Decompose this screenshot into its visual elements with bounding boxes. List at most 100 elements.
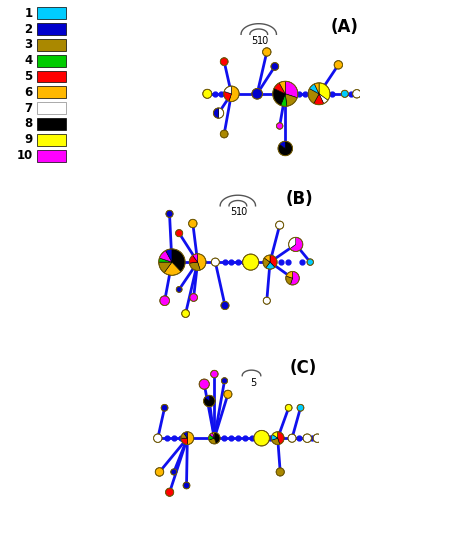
- Wedge shape: [166, 210, 173, 218]
- Wedge shape: [224, 92, 231, 101]
- Bar: [36, 118, 66, 130]
- Wedge shape: [288, 434, 296, 442]
- Bar: [36, 8, 66, 19]
- Text: 3: 3: [25, 39, 33, 51]
- Bar: [36, 86, 66, 98]
- Wedge shape: [203, 90, 212, 98]
- Wedge shape: [263, 297, 270, 304]
- Text: 5: 5: [230, 207, 237, 218]
- Text: 5: 5: [24, 70, 33, 83]
- Wedge shape: [341, 90, 348, 98]
- Text: 10: 10: [257, 36, 269, 46]
- Text: (A): (A): [330, 18, 358, 36]
- Wedge shape: [160, 296, 170, 306]
- Wedge shape: [319, 83, 330, 100]
- Wedge shape: [297, 404, 304, 411]
- Wedge shape: [353, 90, 361, 98]
- Wedge shape: [276, 123, 283, 129]
- Wedge shape: [189, 262, 200, 271]
- Wedge shape: [313, 434, 321, 442]
- Wedge shape: [272, 438, 280, 444]
- Wedge shape: [220, 130, 228, 138]
- Wedge shape: [183, 432, 187, 438]
- Text: 5: 5: [250, 378, 256, 388]
- Text: 7: 7: [25, 102, 33, 115]
- Wedge shape: [176, 287, 182, 292]
- Wedge shape: [273, 88, 285, 106]
- Wedge shape: [165, 488, 173, 496]
- Wedge shape: [276, 468, 284, 476]
- Bar: [36, 150, 66, 161]
- Wedge shape: [280, 141, 285, 148]
- Text: 5: 5: [251, 36, 257, 46]
- Wedge shape: [172, 249, 185, 272]
- Wedge shape: [165, 249, 172, 262]
- Wedge shape: [220, 58, 228, 65]
- Wedge shape: [307, 259, 313, 265]
- Wedge shape: [193, 254, 198, 262]
- Wedge shape: [213, 108, 219, 118]
- Wedge shape: [308, 88, 319, 103]
- Wedge shape: [221, 378, 228, 384]
- Bar: [36, 71, 66, 83]
- Text: 1: 1: [25, 7, 33, 20]
- Wedge shape: [263, 48, 271, 56]
- Wedge shape: [290, 237, 303, 251]
- Wedge shape: [209, 438, 216, 444]
- Wedge shape: [210, 433, 214, 438]
- Wedge shape: [271, 434, 278, 440]
- Wedge shape: [243, 254, 259, 270]
- Wedge shape: [219, 108, 224, 118]
- Wedge shape: [224, 86, 231, 94]
- Bar: [36, 134, 66, 146]
- Wedge shape: [278, 141, 292, 155]
- Wedge shape: [334, 61, 343, 69]
- Wedge shape: [291, 271, 299, 285]
- Wedge shape: [198, 254, 206, 270]
- Wedge shape: [181, 438, 187, 444]
- Wedge shape: [159, 258, 172, 262]
- Wedge shape: [203, 395, 215, 407]
- Wedge shape: [190, 294, 198, 301]
- Wedge shape: [154, 434, 162, 442]
- Text: 10: 10: [236, 207, 248, 218]
- Wedge shape: [252, 88, 263, 99]
- Wedge shape: [205, 395, 210, 401]
- Wedge shape: [187, 432, 194, 444]
- Wedge shape: [159, 262, 172, 273]
- Wedge shape: [286, 271, 292, 278]
- Text: 6: 6: [24, 86, 33, 99]
- Wedge shape: [279, 81, 285, 94]
- Wedge shape: [159, 250, 172, 262]
- Wedge shape: [266, 262, 275, 269]
- Wedge shape: [161, 404, 168, 411]
- Wedge shape: [271, 63, 279, 70]
- Wedge shape: [224, 390, 232, 398]
- Bar: [36, 39, 66, 51]
- Wedge shape: [209, 435, 214, 440]
- Wedge shape: [181, 433, 187, 438]
- Wedge shape: [189, 219, 197, 228]
- Wedge shape: [171, 469, 177, 475]
- Wedge shape: [264, 255, 270, 262]
- Wedge shape: [199, 379, 210, 389]
- Bar: [36, 102, 66, 114]
- Wedge shape: [286, 276, 292, 285]
- Wedge shape: [273, 432, 278, 438]
- Wedge shape: [303, 434, 311, 442]
- Wedge shape: [164, 262, 181, 276]
- Wedge shape: [182, 310, 190, 317]
- Text: 10: 10: [17, 149, 33, 162]
- Wedge shape: [314, 94, 324, 105]
- Wedge shape: [210, 370, 218, 378]
- Wedge shape: [270, 255, 277, 267]
- Wedge shape: [214, 433, 220, 444]
- Wedge shape: [213, 433, 214, 438]
- Wedge shape: [319, 94, 328, 103]
- Wedge shape: [310, 84, 319, 94]
- Text: (B): (B): [286, 190, 313, 208]
- Text: 8: 8: [24, 117, 33, 130]
- Wedge shape: [276, 221, 283, 229]
- Wedge shape: [254, 430, 269, 446]
- Wedge shape: [285, 404, 292, 411]
